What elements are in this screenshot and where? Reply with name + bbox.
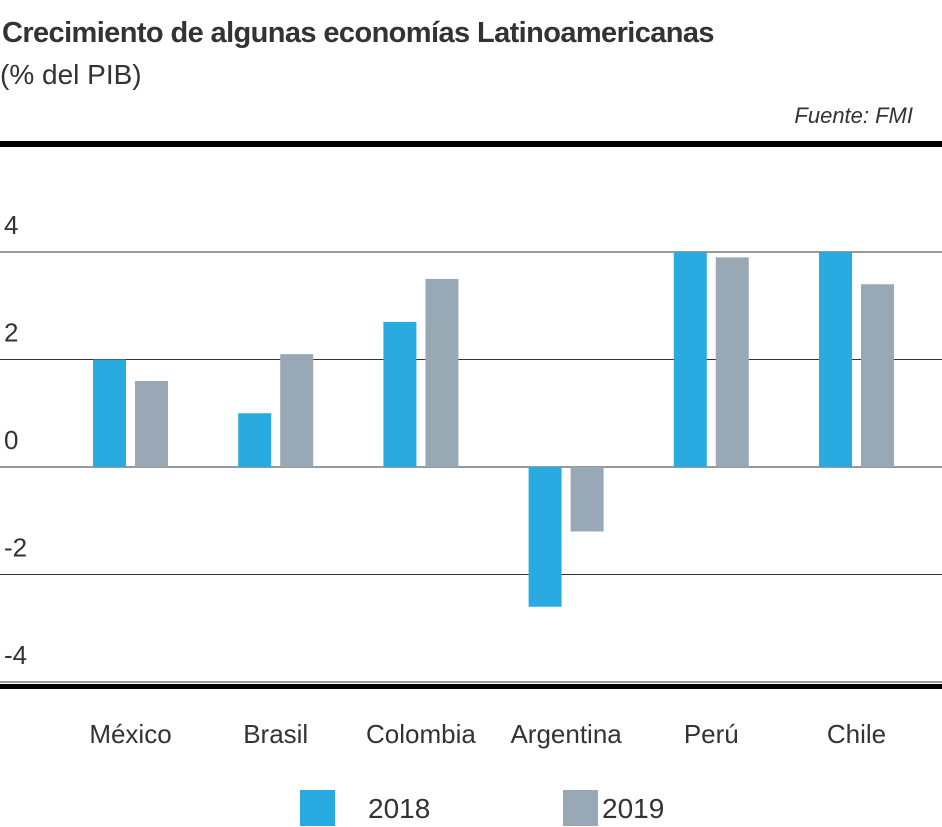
x-axis-labels: México Brasil Colombia Argentina Perú Chile [89,719,886,749]
bar-2018-México [93,359,126,467]
legend-label: 2019 [602,793,664,824]
bottom-rule [0,684,942,689]
bar-2019-Brasil [280,354,314,467]
bar-2019-Colombia [425,278,459,467]
bar-2018-Colombia [383,321,417,467]
bar-2018-Brasil [238,413,272,467]
legend-swatch-2019 [563,790,598,826]
bar-2018-Chile [819,252,852,467]
x-category-label: Chile [827,719,886,749]
x-category-label: Colombia [366,719,476,749]
bar-2019-Perú [715,257,749,467]
bar-2019-México [135,381,168,467]
y-tick-label: -2 [4,533,27,563]
chart-subtitle: (% del PIB) [0,59,142,90]
y-tick-label: -4 [4,640,27,670]
x-category-label: Argentina [510,719,622,749]
x-category-label: Perú [684,719,739,749]
top-rule [0,141,942,147]
bar-2019-Argentina [570,467,604,532]
x-category-label: Brasil [243,719,308,749]
y-axis-ticks: 4 2 0 -2 -4 [4,210,27,670]
bar-2018-Argentina [528,467,562,607]
bars [93,252,894,607]
legend: 2018 2019 [300,790,664,826]
bar-2018-Perú [673,252,707,467]
chart-source: Fuente: FMI [794,103,913,128]
y-tick-label: 0 [4,425,18,455]
legend-label: 2018 [368,793,430,824]
y-tick-label: 2 [4,318,18,348]
y-tick-label: 4 [4,210,18,240]
bar-2019-Chile [861,284,894,467]
chart-title: Crecimiento de algunas economías Latinoa… [2,17,714,49]
legend-swatch-2018 [300,790,335,826]
x-category-label: México [89,719,171,749]
